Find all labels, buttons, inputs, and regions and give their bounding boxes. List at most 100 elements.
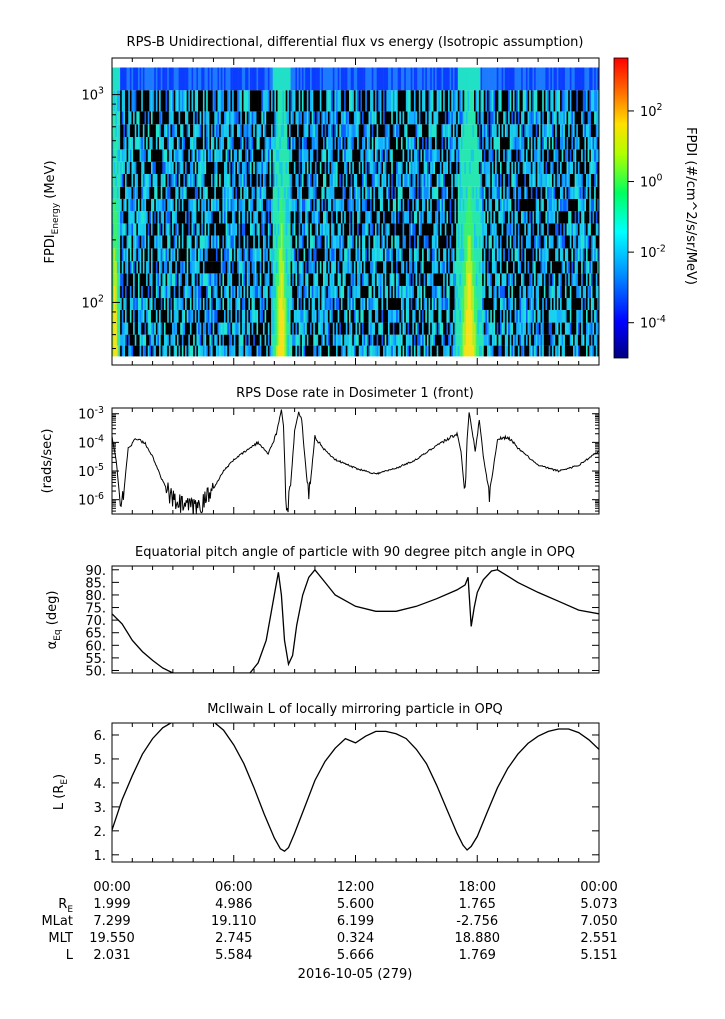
heatmap-cell <box>310 261 312 274</box>
heatmap-cell <box>113 345 116 357</box>
heatmap-cell <box>212 273 215 286</box>
heatmap-cell <box>188 223 191 236</box>
heatmap-cell <box>305 124 308 138</box>
heatmap-cell <box>133 211 136 224</box>
heatmap-cell <box>400 273 403 286</box>
heatmap-cell <box>361 309 364 323</box>
heatmap-cell <box>342 211 345 224</box>
heatmap-cell <box>368 90 371 112</box>
heatmap-cell <box>129 298 132 310</box>
heatmap-cell <box>349 111 351 125</box>
heatmap-cell <box>147 261 150 274</box>
heatmap-cell <box>146 124 149 138</box>
heatmap-cell <box>115 248 118 262</box>
heatmap-cell <box>402 186 405 199</box>
heatmap-cell <box>439 111 442 125</box>
heatmap-cell <box>452 124 455 138</box>
heatmap-cell <box>461 173 463 187</box>
heatmap-cell <box>308 137 311 150</box>
heatmap-cell <box>454 124 457 138</box>
heatmap-cell <box>241 248 244 262</box>
heatmap-cell <box>186 67 189 91</box>
heatmap-cell <box>230 90 233 112</box>
heatmap-cell <box>201 186 204 199</box>
heatmap-cell <box>456 211 459 224</box>
heatmap-cell <box>459 334 462 346</box>
heatmap-cell <box>298 149 301 162</box>
heatmap-cell <box>209 223 212 236</box>
heatmap-cell <box>129 111 132 125</box>
heatmap-cell <box>303 261 306 274</box>
heatmap-cell <box>389 334 392 346</box>
heatmap-cell <box>381 67 384 91</box>
heatmap-cell <box>448 149 450 162</box>
heatmap-cell <box>280 149 283 162</box>
heatmap-cell <box>444 223 447 236</box>
heatmap-cell <box>436 261 439 274</box>
heatmap-cell <box>121 298 124 310</box>
heatmap-cell <box>137 235 140 249</box>
heatmap-cell <box>261 285 264 299</box>
heatmap-cell <box>253 223 256 236</box>
heatmap-cell <box>336 111 338 125</box>
heatmap-cell <box>318 273 321 286</box>
heatmap-cell <box>189 334 192 346</box>
heatmap-cell <box>319 235 322 249</box>
heatmap-cell <box>374 149 377 162</box>
heatmap-cell <box>472 161 475 174</box>
heatmap-cell <box>441 137 444 150</box>
heatmap-cell <box>305 67 308 91</box>
heatmap-cell <box>118 285 121 299</box>
heatmap-cell <box>207 285 210 299</box>
heatmap-cell <box>262 161 265 174</box>
heatmap-cell <box>324 248 327 262</box>
heatmap-cell <box>189 186 192 199</box>
heatmap-cell <box>112 173 114 187</box>
heatmap-cell <box>456 198 459 212</box>
heatmap-cell <box>459 67 462 91</box>
heatmap-cell <box>112 149 114 162</box>
heatmap-cell <box>319 345 322 357</box>
heatmap-cell <box>310 186 312 199</box>
heatmap-cell <box>311 161 314 174</box>
heatmap-cell <box>391 334 394 346</box>
heatmap-cell <box>358 137 361 150</box>
heatmap-cell <box>202 137 205 150</box>
heatmap-cell <box>198 124 200 138</box>
heatmap-cell <box>272 67 275 91</box>
heatmap-cell <box>285 149 288 162</box>
heatmap-cell <box>116 111 119 125</box>
heatmap-cell <box>240 248 243 262</box>
heatmap-cell <box>366 309 369 323</box>
heatmap-cell <box>175 198 178 212</box>
heatmap-cell <box>170 149 173 162</box>
heatmap-cell <box>457 248 460 262</box>
heatmap-cell <box>141 186 144 199</box>
heatmap-cell <box>183 186 186 199</box>
heatmap-cell <box>163 211 166 224</box>
heatmap-cell <box>233 334 236 346</box>
heatmap-cell <box>297 198 299 212</box>
heatmap-cell <box>206 261 209 274</box>
heatmap-cell <box>469 322 472 335</box>
heatmap-cell <box>225 67 228 91</box>
heatmap-cell <box>198 223 200 236</box>
heatmap-cell <box>438 173 441 187</box>
heatmap-cell <box>383 334 386 346</box>
heatmap-cell <box>431 285 434 299</box>
heatmap-cell <box>383 198 386 212</box>
heatmap-cell <box>318 285 321 299</box>
heatmap-cell <box>339 322 342 335</box>
heatmap-cell <box>274 173 277 187</box>
heatmap-cell <box>340 124 343 138</box>
heatmap-cell <box>452 223 455 236</box>
heatmap-cell <box>204 248 207 262</box>
heatmap-cell <box>201 198 204 212</box>
heatmap-cell <box>326 149 329 162</box>
heatmap-cell <box>378 211 381 224</box>
heatmap-cell <box>404 124 407 138</box>
heatmap-cell <box>267 149 270 162</box>
heatmap-cell <box>124 173 127 187</box>
heatmap-cell <box>217 67 220 91</box>
heatmap-cell <box>232 124 235 138</box>
